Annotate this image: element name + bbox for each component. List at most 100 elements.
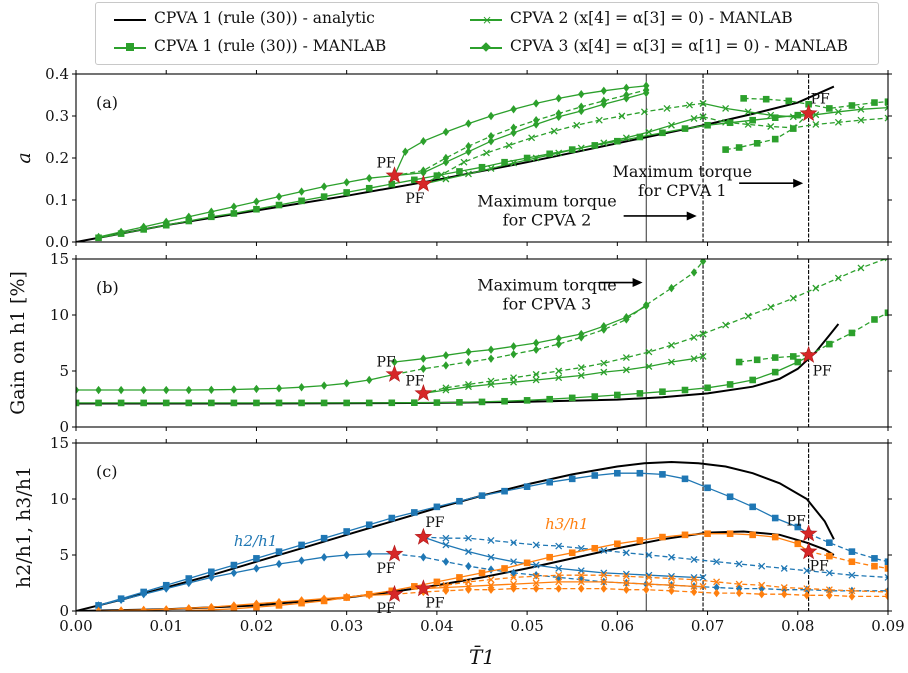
- diamond-marker: [253, 564, 260, 573]
- pf-label: PF: [405, 373, 424, 389]
- diamond-marker: [163, 385, 170, 395]
- square-marker: [456, 168, 463, 175]
- diamond-marker: [343, 592, 350, 602]
- square-marker: [208, 568, 215, 576]
- x-marker: [640, 108, 648, 116]
- x-marker: [884, 573, 888, 581]
- series-line: [423, 333, 704, 395]
- x-tick-label: 0.08: [781, 617, 814, 635]
- x-marker: [699, 113, 707, 121]
- x-marker: [622, 572, 630, 580]
- diamond-marker: [465, 347, 472, 357]
- diamond-marker: [643, 585, 650, 594]
- x-marker: [722, 118, 730, 126]
- square-marker: [794, 111, 802, 119]
- diamond-marker: [532, 345, 540, 354]
- square-marker: [771, 135, 779, 143]
- x-marker: [744, 312, 752, 320]
- x-marker: [699, 582, 707, 590]
- legend-label-analytic: CPVA 1 (rule (30)) - analytic: [154, 9, 375, 27]
- x-marker: [668, 341, 675, 349]
- square-marker: [365, 184, 373, 192]
- diamond-marker: [230, 202, 238, 211]
- square-marker: [320, 534, 328, 542]
- legend-label-cpva3: CPVA 3 (x[4] = α[3] = α[1] = 0) - MANLAB: [510, 37, 848, 55]
- annotation-text: for CPVA 3: [503, 294, 592, 313]
- annotation-text: Maximum torque: [613, 162, 753, 181]
- diamond-marker: [163, 217, 170, 227]
- x-marker: [803, 567, 811, 575]
- diamond-marker: [95, 232, 102, 242]
- diamond-marker: [95, 385, 102, 395]
- diamond-marker: [803, 585, 810, 594]
- legend-swatch-cpva3: [470, 42, 502, 52]
- square-marker: [208, 399, 215, 407]
- diamond-marker: [402, 147, 409, 156]
- x-marker: [577, 372, 585, 379]
- y-tick-label: 15: [50, 250, 69, 268]
- diamond-marker: [668, 283, 675, 293]
- series-line: [394, 305, 647, 363]
- diamond-marker: [320, 553, 328, 562]
- x-marker: [532, 579, 540, 587]
- diamond-marker: [758, 590, 765, 599]
- y-axis-label: Gain on h1 [%]: [7, 271, 29, 415]
- x-marker: [555, 367, 563, 375]
- diamond-marker: [600, 96, 607, 106]
- square-marker: [659, 533, 666, 541]
- square-marker: [789, 353, 797, 360]
- pf-star: [385, 584, 404, 602]
- panel-2: PF PF PF PF PF PF h2/h1 h3/h1 0 5 10 15 0.00 0.01 0.02…: [13, 434, 905, 635]
- x-marker: [758, 562, 766, 570]
- diamond-marker: [510, 342, 517, 351]
- square-marker: [871, 555, 878, 562]
- square-marker: [478, 398, 486, 406]
- x-marker: [487, 576, 495, 584]
- panel-label: (b): [96, 278, 119, 297]
- diamond-marker: [623, 315, 630, 324]
- square-marker: [871, 316, 878, 323]
- diamond-marker: [465, 585, 472, 594]
- diamond-marker: [343, 178, 350, 187]
- diamond-marker: [555, 584, 562, 593]
- diamond-marker: [366, 591, 373, 600]
- diamond-marker: [826, 586, 833, 596]
- x-marker: [857, 264, 865, 272]
- x-marker: [465, 170, 472, 178]
- pf-label: PF: [376, 156, 395, 172]
- x-marker: [622, 579, 630, 587]
- x-marker: [690, 355, 698, 363]
- square-marker: [546, 553, 553, 561]
- diamond-marker: [420, 364, 427, 373]
- x-marker: [645, 551, 653, 559]
- square-marker: [762, 95, 770, 103]
- square-marker: [478, 569, 486, 577]
- diamond-marker: [510, 128, 517, 137]
- x-marker: [510, 580, 518, 588]
- diamond-marker: [442, 351, 450, 360]
- x-marker: [690, 556, 698, 563]
- legend-swatch-analytic: [114, 19, 146, 21]
- x-marker: [532, 572, 540, 580]
- diamond-marker: [510, 584, 517, 593]
- x-marker: [600, 571, 608, 579]
- diamond-marker: [826, 591, 833, 600]
- diamond-marker: [420, 166, 427, 175]
- square-marker: [456, 497, 463, 505]
- diamond-marker: [487, 565, 495, 574]
- x-marker: [532, 541, 540, 549]
- square-marker: [411, 509, 418, 516]
- square-marker: [848, 558, 856, 566]
- x-marker: [884, 259, 888, 262]
- series-line: [188, 533, 809, 611]
- diamond-marker: [230, 568, 238, 578]
- square-marker: [614, 391, 621, 399]
- diamond-marker: [487, 585, 495, 594]
- square-marker: [884, 558, 888, 566]
- diamond-marker: [117, 606, 125, 611]
- square-marker: [275, 201, 283, 209]
- x-marker: [555, 578, 563, 586]
- x-tick-label: 0.03: [330, 617, 363, 635]
- square-marker: [523, 154, 531, 162]
- square-marker: [411, 176, 418, 184]
